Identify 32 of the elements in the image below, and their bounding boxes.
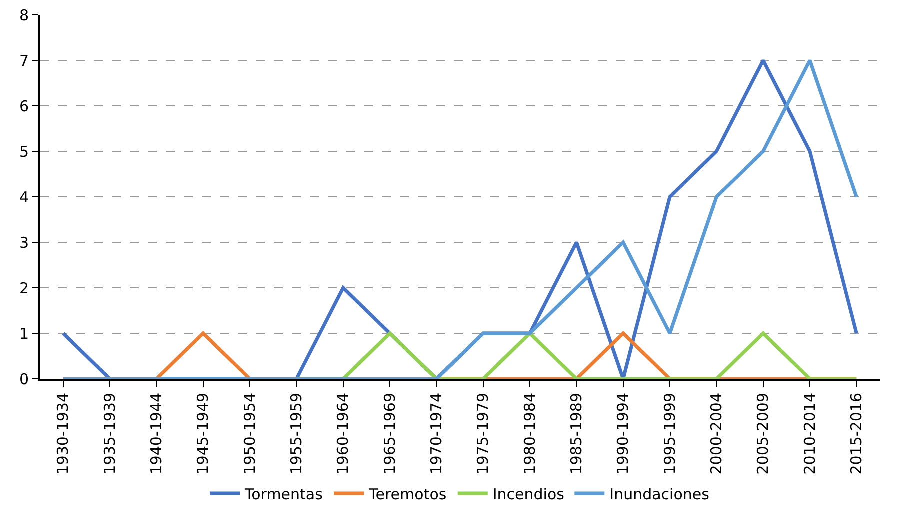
x-tick-label: 1990-1994 (614, 393, 632, 475)
x-tick-label: 1985-1989 (568, 393, 586, 475)
x-tick-label: 2010-2014 (800, 393, 819, 475)
x-tick-label: 2015-2016 (848, 393, 866, 475)
x-tick-label: 1995-1999 (660, 393, 679, 475)
x-tick-label: 1940-1944 (148, 393, 166, 475)
x-tick-label: 1970-1974 (428, 393, 446, 475)
x-tick-label: 1950-1954 (240, 393, 259, 475)
x-tick-label: 2005-2009 (754, 393, 772, 475)
x-tick-label: 1930-1934 (54, 393, 72, 475)
legend-label: Teremotos (368, 485, 447, 504)
y-tick-label: 4 (19, 188, 29, 206)
x-tick-label: 1945-1949 (194, 393, 212, 475)
y-tick-label: 2 (19, 279, 29, 298)
y-tick-label: 5 (19, 142, 29, 161)
x-tick-label: 1935-1939 (100, 393, 119, 475)
legend-label: Inundaciones (610, 485, 710, 504)
legend-label: Incendios (492, 485, 565, 504)
x-tick-label: 1955-1959 (288, 393, 306, 475)
y-tick-label: 8 (19, 6, 29, 24)
x-tick-label: 1960-1964 (334, 393, 352, 475)
y-tick-label: 0 (19, 370, 29, 388)
y-tick-label: 3 (19, 234, 29, 252)
x-tick-label: 1980-1984 (520, 393, 539, 475)
x-tick-label: 1965-1969 (380, 393, 399, 475)
line-series (62, 58, 858, 379)
y-tick-label: 7 (19, 52, 29, 70)
y-tick-label: 1 (19, 324, 29, 343)
y-tick-label: 6 (19, 97, 29, 116)
legend-label: Tormentas (244, 485, 324, 504)
x-tick-label: 1975-1979 (474, 393, 492, 475)
x-tick-label: 2000-2004 (708, 393, 726, 475)
